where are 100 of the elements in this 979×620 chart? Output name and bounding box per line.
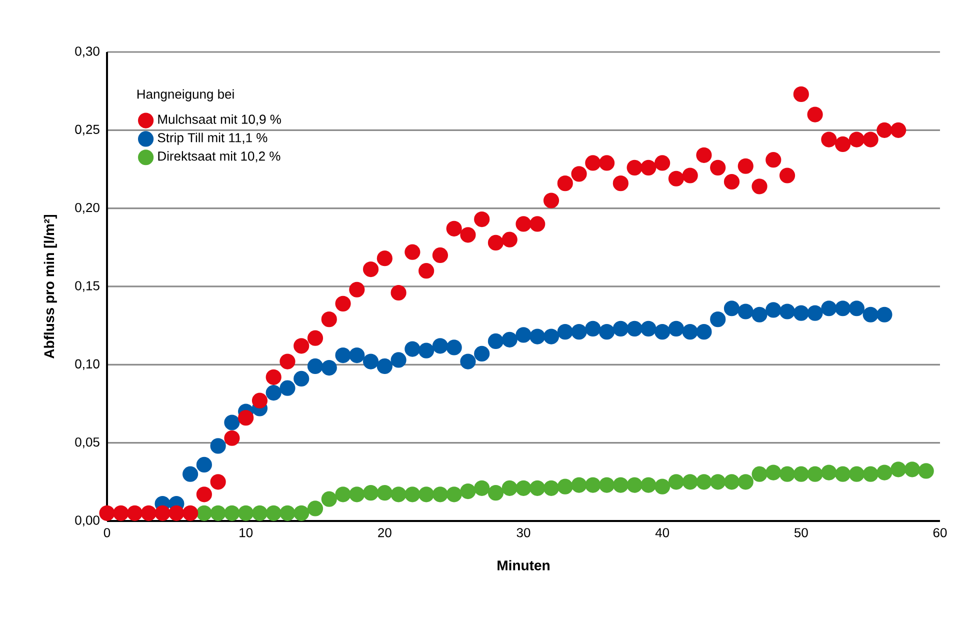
point	[598, 155, 615, 171]
point	[294, 338, 310, 354]
point	[488, 234, 504, 251]
point	[502, 332, 518, 348]
point	[779, 466, 796, 482]
point	[474, 346, 490, 362]
y-tick-label: 0,00	[75, 516, 100, 526]
point	[362, 485, 379, 501]
point	[294, 505, 310, 521]
y-tick-label: 0,25	[75, 124, 100, 136]
point	[488, 485, 504, 501]
point	[654, 155, 670, 171]
point	[266, 505, 282, 521]
point	[196, 456, 212, 473]
point	[530, 328, 546, 344]
point	[710, 160, 726, 176]
y-tick-label: 0,15	[75, 281, 100, 292]
point	[266, 384, 282, 401]
point	[640, 477, 656, 493]
point	[474, 211, 490, 228]
point	[571, 166, 587, 182]
point	[793, 305, 809, 321]
point	[335, 486, 351, 502]
point	[349, 282, 365, 298]
point	[154, 505, 170, 521]
x-tick-label: 50	[794, 528, 808, 538]
point	[349, 347, 365, 364]
point	[376, 485, 392, 501]
point	[696, 474, 712, 490]
x-axis-title: Minuten	[498, 560, 550, 570]
point	[266, 369, 282, 385]
point	[848, 132, 864, 148]
point	[668, 320, 684, 336]
point	[779, 304, 796, 320]
point	[113, 505, 129, 521]
point	[474, 480, 490, 496]
point	[793, 466, 809, 482]
point	[890, 462, 906, 478]
point	[682, 324, 698, 340]
point	[404, 244, 420, 260]
x-tick-label: 0	[104, 528, 110, 538]
point	[598, 324, 615, 340]
point	[598, 477, 615, 493]
point	[862, 306, 878, 322]
point	[224, 430, 240, 446]
point	[724, 174, 740, 190]
legend-label: Direktsaat mit 10,2 %	[158, 151, 280, 162]
point	[918, 463, 934, 479]
point	[821, 132, 837, 148]
point	[724, 474, 740, 490]
point	[557, 176, 573, 192]
x-tick-label: 20	[378, 528, 392, 538]
y-tick-label: 0,30	[75, 46, 100, 58]
point	[640, 160, 656, 176]
point	[530, 216, 546, 232]
point	[294, 370, 310, 387]
point	[585, 155, 601, 171]
point	[446, 220, 462, 236]
point	[654, 324, 670, 340]
point	[196, 505, 212, 521]
point	[738, 304, 754, 320]
point	[502, 480, 518, 496]
point	[904, 462, 920, 478]
point	[488, 333, 504, 350]
point	[307, 330, 324, 346]
point	[585, 320, 601, 336]
point	[280, 354, 296, 370]
point	[876, 122, 892, 138]
point	[321, 491, 337, 507]
point	[738, 474, 754, 490]
point	[210, 505, 226, 521]
point	[376, 250, 392, 266]
point	[516, 216, 532, 232]
point	[696, 147, 712, 163]
point	[752, 466, 768, 482]
point	[390, 486, 406, 502]
point	[390, 284, 406, 301]
point	[280, 505, 296, 521]
point	[571, 324, 587, 340]
y-tick-label: 0,05	[75, 437, 100, 448]
point	[210, 438, 226, 454]
point	[724, 300, 740, 316]
point	[362, 354, 379, 370]
point	[432, 486, 448, 502]
x-tick-label: 60	[933, 528, 947, 538]
point	[793, 86, 809, 102]
legend-label: Mulchsaat mit 10,9 %	[158, 114, 281, 126]
point	[710, 312, 726, 328]
y-tick-label: 0,20	[75, 202, 100, 214]
point	[640, 320, 656, 336]
point	[738, 158, 754, 174]
x-tick-label: 30	[516, 528, 530, 538]
point	[224, 414, 240, 430]
point	[626, 320, 642, 336]
point	[349, 486, 365, 502]
point	[557, 324, 573, 340]
point	[530, 480, 546, 496]
point	[418, 486, 434, 502]
point	[862, 132, 878, 148]
point	[446, 340, 462, 356]
